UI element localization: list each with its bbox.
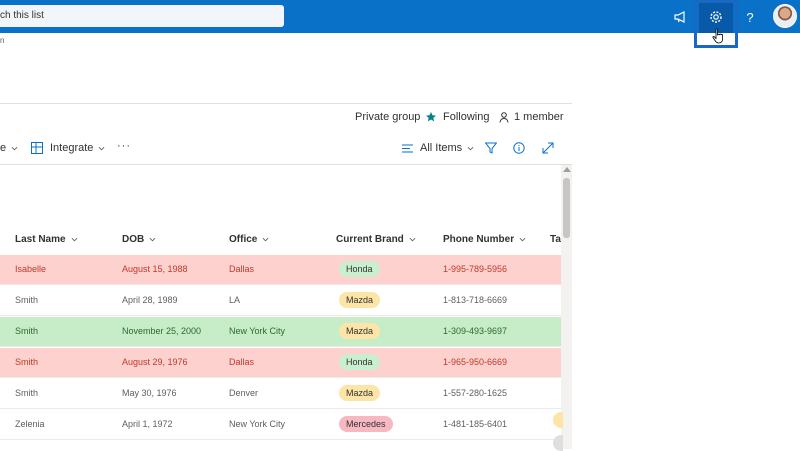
- more-icon: ···: [117, 140, 131, 152]
- search-placeholder: ch this list: [0, 10, 44, 21]
- view-switcher[interactable]: All Items: [402, 142, 474, 154]
- cell-dob: August 29, 1976: [122, 357, 188, 367]
- integrate-label: Integrate: [50, 142, 94, 154]
- avatar[interactable]: [773, 4, 797, 28]
- divider: [0, 164, 572, 165]
- members-text: 1 member: [514, 111, 564, 123]
- chevron-down-icon: [409, 237, 416, 242]
- cell-phone-number: 1-309-493-9697: [443, 326, 508, 336]
- cell-dob: November 25, 2000: [122, 326, 202, 336]
- privacy-label: Private group: [355, 111, 420, 123]
- settings-focus-box: [694, 0, 738, 48]
- cell-last-name: Smith: [15, 357, 39, 367]
- brand-pill: Mercedes: [339, 416, 393, 432]
- chevron-down-icon: [98, 146, 105, 150]
- help-icon[interactable]: ?: [739, 6, 761, 28]
- column-header-label: DOB: [122, 234, 145, 245]
- cell-last-name: Zelenia: [15, 419, 45, 429]
- chevron-down-icon: [71, 237, 78, 242]
- cell-phone-number: 1-995-789-5956: [443, 264, 508, 274]
- cell-office: Denver: [229, 388, 259, 398]
- truncated-tag-pill: [553, 412, 563, 428]
- site-breadcrumb-fragment: n: [0, 36, 5, 45]
- hand-cursor-icon: [712, 28, 723, 44]
- members-button[interactable]: 1 member: [499, 111, 564, 123]
- chevron-down-icon: [467, 146, 474, 150]
- column-header-label: Ta: [550, 234, 561, 245]
- more-button[interactable]: ···: [117, 140, 131, 152]
- cell-dob: August 15, 1988: [122, 264, 188, 274]
- settings-highlight: [699, 0, 733, 33]
- scroll-up-arrow-icon[interactable]: [563, 167, 571, 172]
- following-button[interactable]: Following: [426, 111, 489, 123]
- privacy-text: Private group: [355, 111, 421, 123]
- help-glyph: ?: [746, 9, 754, 25]
- megaphone-icon[interactable]: [670, 6, 692, 28]
- brand-pill: Mazda: [339, 292, 381, 308]
- brand-pill: Honda: [339, 354, 380, 370]
- vertical-scrollbar[interactable]: [561, 165, 572, 449]
- expand-icon: [542, 142, 554, 154]
- gear-icon[interactable]: [705, 6, 727, 28]
- brand-pill: Mazda: [339, 323, 381, 339]
- column-header-last-name[interactable]: Last Name: [15, 234, 78, 245]
- integrate-icon: [31, 142, 43, 154]
- cell-dob: April 1, 1972: [122, 419, 173, 429]
- filter-button[interactable]: [485, 142, 497, 154]
- cell-office: New York City: [229, 419, 286, 429]
- divider: [0, 103, 572, 104]
- cell-last-name: Smith: [15, 326, 39, 336]
- chevron-down-icon: [149, 237, 156, 242]
- scrollbar-thumb[interactable]: [563, 178, 570, 238]
- cell-office: Dallas: [229, 264, 255, 274]
- column-header-phone-number[interactable]: Phone Number: [443, 234, 526, 245]
- cell-phone-number: 1-965-950-6669: [443, 357, 508, 367]
- person-icon: [499, 111, 509, 123]
- cell-last-name: Isabelle: [15, 264, 47, 274]
- cell-office: Dallas: [229, 357, 255, 367]
- chevron-down-icon: [262, 237, 269, 242]
- cell-phone-number: 1-557-280-1625: [443, 388, 508, 398]
- column-header-dob[interactable]: DOB: [122, 234, 156, 245]
- info-icon: [513, 142, 525, 154]
- table-row[interactable]: Smith November 25, 2000 New York City 1-309…: [0, 317, 561, 347]
- info-button[interactable]: [513, 142, 525, 154]
- star-icon: [426, 112, 436, 122]
- cell-phone-number: 1-813-718-6669: [443, 295, 508, 305]
- cell-last-name: Smith: [15, 295, 39, 305]
- cell-office: LA: [229, 295, 241, 305]
- column-header-label: Last Name: [15, 234, 66, 245]
- cell-phone-number: 1-481-185-6401: [443, 419, 508, 429]
- integrate-button[interactable]: Integrate: [31, 142, 105, 154]
- list-view-icon: [402, 144, 413, 152]
- view-label: All Items: [420, 142, 463, 154]
- command-fragment-text: e: [0, 142, 7, 154]
- truncated-tag-pill: [553, 435, 563, 451]
- table-row[interactable]: Smith August 29, 1976 Dallas 1-965-950-6669…: [0, 348, 561, 378]
- table-row[interactable]: Zelenia April 1, 1972 New York City 1-481-1…: [0, 410, 561, 440]
- filter-icon: [485, 142, 497, 154]
- table-row[interactable]: Smith April 28, 1989 LA 1-813-718-6669 Mazda: [0, 286, 561, 316]
- expand-button[interactable]: [542, 142, 554, 154]
- command-fragment[interactable]: e: [0, 142, 18, 154]
- column-header-label: Office: [229, 234, 258, 245]
- column-header-current-brand[interactable]: Current Brand: [336, 234, 416, 245]
- search-input[interactable]: ch this list: [0, 5, 284, 27]
- cell-dob: May 30, 1976: [122, 388, 177, 398]
- table-row[interactable]: Isabelle August 15, 1988 Dallas 1-995-789-5…: [0, 255, 561, 285]
- cell-last-name: Smith: [15, 388, 39, 398]
- brand-pill: Mazda: [339, 385, 381, 401]
- column-header-truncated[interactable]: Ta: [550, 234, 561, 245]
- chevron-down-icon: [519, 237, 526, 242]
- column-header-label: Phone Number: [443, 234, 515, 245]
- column-header-office[interactable]: Office: [229, 234, 269, 245]
- column-header-label: Current Brand: [336, 234, 404, 245]
- cell-dob: April 28, 1989: [122, 295, 178, 305]
- cell-office: New York City: [229, 326, 286, 336]
- chevron-down-icon: [11, 146, 18, 150]
- table-row[interactable]: Smith May 30, 1976 Denver 1-557-280-1625 Maz…: [0, 379, 561, 409]
- following-text: Following: [443, 111, 490, 123]
- brand-pill: Honda: [339, 261, 380, 277]
